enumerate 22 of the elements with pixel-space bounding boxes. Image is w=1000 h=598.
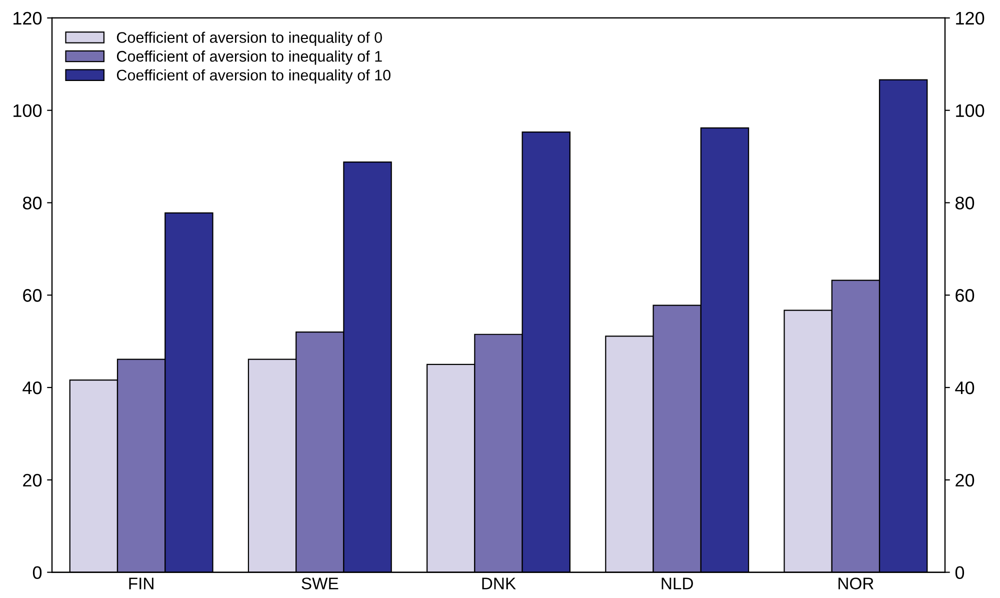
y-tick-label: 100 bbox=[14, 104, 42, 118]
y2-tick-label: 60 bbox=[956, 289, 974, 302]
x-tick-label: FIN bbox=[129, 578, 154, 590]
y2-tick-label: 0 bbox=[955, 566, 964, 580]
y-tick-label: 20 bbox=[23, 474, 42, 487]
y2-tick-label: 20 bbox=[956, 474, 974, 487]
x-tick-label: SWE bbox=[302, 578, 338, 590]
legend-label: Coefficient of aversion to inequality of 10 bbox=[116, 69, 390, 84]
y-tick-label: 40 bbox=[22, 381, 42, 394]
y-tick-label: 60 bbox=[23, 289, 42, 302]
y-tick-label: 0 bbox=[32, 566, 42, 580]
x-tick-label: NOR bbox=[838, 578, 874, 590]
y2-tick-label: 40 bbox=[955, 381, 974, 394]
y2-tick-label: 100 bbox=[956, 104, 984, 118]
legend-label: Coefficient of aversion to inequality of 1 bbox=[116, 50, 382, 65]
x-tick-label: DNK bbox=[482, 578, 516, 590]
legend-label: Coefficient of aversion to inequality of 0 bbox=[116, 32, 382, 46]
y-tick-label: 120 bbox=[14, 12, 42, 25]
y2-tick-label: 80 bbox=[956, 196, 974, 210]
y2-tick-label: 120 bbox=[956, 12, 984, 25]
y-tick-label: 80 bbox=[22, 196, 42, 210]
x-tick-label: NLD bbox=[662, 578, 693, 590]
